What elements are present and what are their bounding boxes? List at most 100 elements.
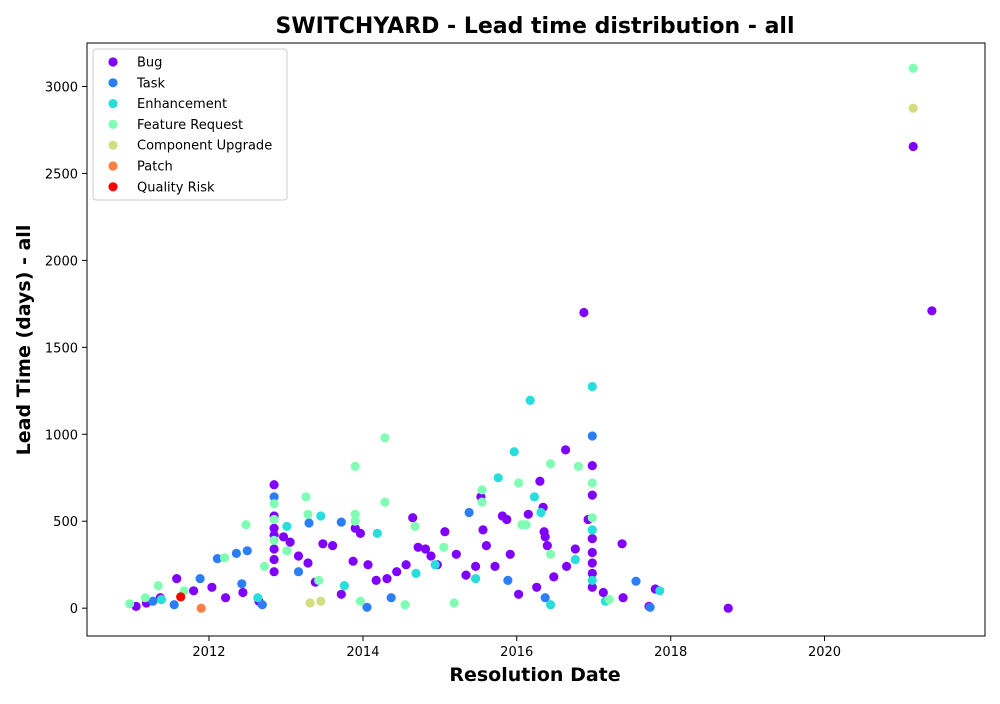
data-point — [604, 594, 614, 605]
data-point — [316, 596, 326, 606]
data-point — [303, 509, 313, 519]
data-point — [908, 63, 918, 73]
legend-label: Enhancement — [137, 97, 227, 112]
data-point — [440, 527, 450, 537]
data-point — [579, 307, 589, 318]
data-point — [363, 560, 373, 570]
points-layer — [125, 63, 937, 613]
data-point — [413, 542, 423, 552]
legend-label: Bug — [137, 56, 162, 71]
data-point — [316, 511, 326, 521]
data-point — [573, 461, 584, 471]
y-tick-label: 500 — [53, 515, 78, 530]
data-point — [140, 593, 150, 603]
data-point — [655, 586, 665, 596]
data-point — [561, 445, 571, 455]
data-point — [587, 558, 597, 568]
data-point — [546, 459, 556, 469]
series-patch — [196, 603, 206, 613]
data-point — [723, 603, 733, 613]
data-point — [221, 593, 231, 603]
data-point — [927, 306, 937, 316]
data-point — [464, 507, 474, 518]
plot-frame — [86, 42, 986, 637]
data-point — [212, 554, 222, 564]
data-point — [382, 574, 392, 584]
y-tick-label: 1000 — [45, 428, 78, 443]
y-axis: 0 500 1000 1500 2000 2500 3000 — [45, 80, 87, 617]
data-point — [269, 554, 279, 565]
data-point — [587, 513, 597, 523]
data-point — [380, 497, 390, 507]
data-point — [546, 600, 556, 610]
data-point — [535, 476, 545, 486]
data-point — [237, 579, 247, 589]
data-point — [269, 535, 279, 546]
data-point — [282, 546, 292, 556]
data-point — [540, 593, 550, 603]
data-point — [350, 509, 360, 519]
data-point — [304, 518, 314, 528]
data-point — [514, 478, 524, 488]
data-point — [562, 561, 572, 572]
data-point — [189, 586, 199, 596]
data-point — [587, 547, 597, 558]
data-point — [449, 598, 459, 608]
data-point — [525, 395, 535, 405]
data-point — [587, 461, 597, 471]
data-point — [477, 497, 487, 507]
data-point — [238, 587, 248, 598]
data-point — [471, 574, 481, 584]
data-point — [540, 532, 550, 542]
data-point — [392, 567, 402, 577]
data-point — [420, 544, 431, 554]
data-point — [502, 514, 512, 525]
chart-title: SWITCHYARD - Lead time distribution - al… — [275, 14, 794, 39]
data-point — [570, 544, 580, 554]
data-point — [220, 553, 230, 563]
data-point — [350, 461, 360, 471]
data-point — [570, 554, 580, 565]
data-point — [285, 537, 295, 547]
data-point — [148, 596, 158, 606]
data-point — [410, 521, 420, 532]
legend-marker — [108, 78, 118, 88]
data-point — [231, 548, 241, 559]
data-point — [269, 492, 279, 502]
data-point — [471, 561, 481, 572]
data-point — [259, 561, 269, 572]
series-task — [148, 431, 655, 612]
legend-label: Feature Request — [137, 118, 243, 133]
data-point — [509, 447, 519, 457]
data-point — [451, 549, 461, 559]
data-point — [293, 567, 304, 577]
data-point — [529, 492, 540, 502]
data-point — [426, 551, 436, 561]
legend-label: Component Upgrade — [137, 139, 272, 154]
data-point — [156, 594, 166, 605]
data-point — [478, 525, 488, 535]
data-point — [598, 587, 608, 598]
data-point — [503, 575, 513, 586]
data-point — [269, 544, 279, 554]
x-axis: 2012 2014 2016 2018 2020 — [192, 636, 841, 660]
data-point — [514, 589, 524, 599]
x-axis-label: Resolution Date — [449, 664, 620, 686]
data-point — [505, 549, 515, 559]
data-point — [587, 525, 597, 535]
data-point — [587, 478, 597, 488]
data-point — [439, 542, 449, 552]
data-point — [195, 574, 205, 584]
legend: Bug Task Enhancement Feature Request Compone… — [92, 48, 288, 201]
data-point — [645, 602, 655, 612]
data-point — [536, 507, 546, 518]
series-enhancement — [156, 381, 665, 610]
plot-area — [86, 42, 986, 637]
data-point — [253, 593, 263, 603]
data-point — [269, 567, 279, 577]
data-point — [461, 570, 471, 580]
data-point — [241, 520, 251, 530]
data-point — [196, 603, 206, 613]
